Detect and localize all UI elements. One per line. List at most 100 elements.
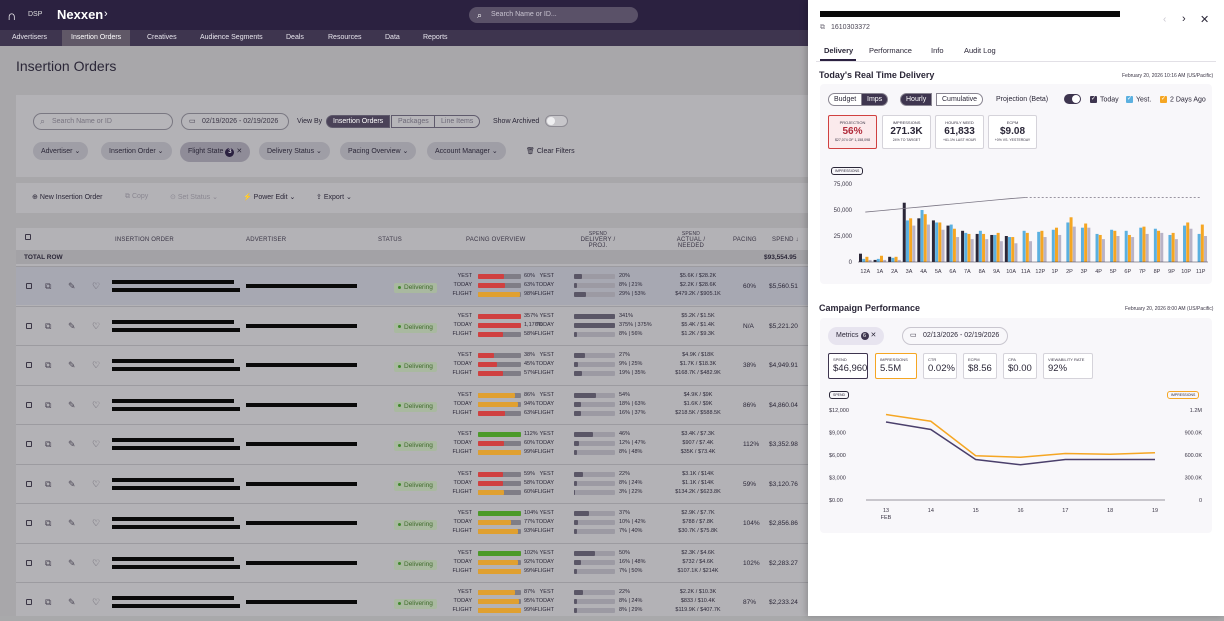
filter-delivery-status[interactable]: Delivery Status ⌄ [259, 142, 330, 160]
col-insertion-order[interactable]: INSERTION ORDER [115, 237, 174, 243]
col-spend-sort[interactable]: SPEND ↓ [772, 237, 799, 243]
io-search-input[interactable]: ⌕ Search Name or ID [33, 113, 173, 130]
nav-audience-segments[interactable]: Audience Segments [200, 34, 263, 41]
row-checkbox[interactable] [26, 559, 32, 566]
legend-2-days-ago[interactable]: ✓ 2 Days Ago [1160, 96, 1206, 104]
advertiser-redacted[interactable] [246, 363, 357, 367]
io-name-redacted[interactable] [112, 525, 240, 529]
io-name-redacted[interactable] [112, 446, 240, 450]
power-edit-button[interactable]: ⚡ Power Edit ⌄ [243, 194, 296, 201]
brand-name[interactable]: Nexxen [57, 7, 104, 22]
nav-insertion-orders[interactable]: Insertion Orders [62, 30, 131, 46]
copy-icon[interactable]: ⧉ [45, 478, 52, 489]
prev-icon[interactable]: ‹ [1163, 14, 1167, 25]
filter-flight-state[interactable]: Flight State 3 ✕ [180, 142, 251, 162]
io-name-redacted[interactable] [112, 485, 240, 490]
io-name-redacted[interactable] [112, 517, 234, 521]
row-checkbox[interactable] [26, 283, 32, 289]
io-name-redacted[interactable] [112, 288, 240, 292]
table-row[interactable]: ⧉ ✎ ♡ Delivering YEST 102% YEST 50% $2.3K / $4.6… [16, 542, 808, 582]
kpi-impressions[interactable]: IMPRESSIONS 271.3K 24% TO TARGET [882, 115, 931, 149]
col-advertiser[interactable]: ADVERTISER [246, 237, 287, 243]
copy-icon[interactable]: ⧉ [45, 439, 52, 449]
copy-button[interactable]: ⧉ Copy [125, 193, 149, 200]
pencil-icon[interactable]: ✎ [68, 439, 76, 449]
row-checkbox[interactable] [26, 480, 32, 487]
heart-icon[interactable]: ♡ [92, 399, 101, 410]
copy-icon[interactable]: ⧉ [45, 360, 52, 370]
row-checkbox[interactable] [26, 441, 32, 447]
kpi2-ctr[interactable]: CTR 0.02% [923, 353, 957, 379]
heart-icon[interactable]: ♡ [92, 439, 101, 449]
toggle-cumulative[interactable]: Cumulative [936, 93, 984, 106]
advertiser-redacted[interactable] [246, 481, 357, 486]
kpi2-ecpm[interactable]: ECPM $8.56 [963, 353, 997, 379]
table-row[interactable]: ⧉ ✎ ♡ Delivering YEST 86% YEST 54% $4.9K / $9K TO… [16, 384, 808, 424]
table-row[interactable]: ⧉ ✎ ♡ Delivering YEST 112% YEST 46% $3.4K / $7.3… [16, 424, 808, 463]
io-name-redacted[interactable] [112, 604, 240, 608]
heart-icon[interactable]: ♡ [92, 360, 101, 370]
next-icon[interactable]: › [1182, 13, 1186, 25]
copy-icon[interactable]: ⧉ [820, 24, 825, 31]
pencil-icon[interactable]: ✎ [68, 281, 76, 291]
advertiser-redacted[interactable] [246, 323, 357, 328]
date-range-picker[interactable]: ▭ 02/19/2026 - 02/19/2026 [181, 113, 289, 130]
nav-data[interactable]: Data [385, 34, 400, 41]
advertiser-redacted[interactable] [246, 521, 357, 525]
table-row[interactable]: ⧉ ✎ ♡ Delivering YEST 59% YEST 22% $3.1K / $14K T… [16, 463, 808, 503]
col-actual-needed[interactable]: ACTUAL / NEEDED [676, 237, 706, 249]
advertiser-redacted[interactable] [246, 442, 357, 446]
tab-info[interactable]: Info [931, 46, 944, 55]
io-name-redacted[interactable] [112, 319, 234, 324]
row-checkbox[interactable] [26, 520, 32, 526]
advertiser-redacted[interactable] [246, 284, 357, 288]
tab-delivery[interactable]: Delivery [824, 46, 854, 55]
copy-icon[interactable]: ⧉ [45, 557, 52, 568]
copy-icon[interactable]: ⧉ [45, 518, 52, 528]
io-name-redacted[interactable] [112, 556, 234, 561]
select-all-checkbox[interactable] [25, 234, 31, 240]
copy-icon[interactable]: ⧉ [45, 597, 52, 607]
nav-creatives[interactable]: Creatives [147, 34, 177, 41]
io-name-redacted[interactable] [112, 477, 234, 482]
close-icon[interactable]: ✕ [1200, 14, 1210, 26]
io-name-redacted[interactable] [112, 596, 234, 600]
advertiser-redacted[interactable] [246, 560, 357, 565]
copy-icon[interactable]: ⧉ [45, 281, 52, 291]
io-name-redacted[interactable] [112, 359, 234, 363]
projection-toggle[interactable] [1064, 94, 1081, 104]
heart-icon[interactable]: ♡ [92, 518, 101, 528]
legend-yest[interactable]: ✓ Yest. [1126, 96, 1152, 104]
heart-icon[interactable]: ♡ [92, 320, 101, 331]
toggle-budget[interactable]: Budget [828, 93, 863, 106]
io-name-redacted[interactable] [112, 280, 234, 284]
metrics-button[interactable]: Metrics 6 ✕ [828, 327, 885, 345]
cp-date-picker[interactable]: ▭ 02/13/2026 - 02/19/2026 [902, 327, 1009, 345]
kpi2-cpa[interactable]: CPA $0.00 [1003, 353, 1037, 379]
nav-reports[interactable]: Reports [423, 34, 448, 41]
view-by-line-items[interactable]: Line Items [434, 115, 481, 128]
pencil-icon[interactable]: ✎ [68, 399, 76, 410]
kpi-ecpm[interactable]: ECPM $9.08 +0% VS. YESTERDAY [988, 115, 1037, 149]
col-pacing[interactable]: PACING [733, 237, 757, 243]
io-name-redacted[interactable] [112, 327, 240, 332]
table-row[interactable]: ⧉ ✎ ♡ Delivering YEST 38% YEST 27% $4.9K / $18K T… [16, 345, 808, 384]
col-status[interactable]: STATUS [378, 237, 402, 243]
col-delivery-proj[interactable]: DELIVERY / PROJ. [580, 237, 616, 249]
row-checkbox[interactable] [26, 599, 32, 605]
legend-today[interactable]: ✓ Today [1090, 96, 1119, 104]
heart-icon[interactable]: ♡ [92, 597, 101, 607]
copy-icon[interactable]: ⧉ [45, 320, 52, 331]
pencil-icon[interactable]: ✎ [68, 320, 76, 331]
filter-account-manager[interactable]: Account Manager ⌄ [427, 142, 506, 160]
table-row[interactable]: ⧉ ✎ ♡ Delivering YEST 87% YEST 22% $2.2K / $10.3… [16, 582, 808, 621]
clear-filters-button[interactable]: 🗑 Clear Filters [526, 148, 575, 155]
nav-advertisers[interactable]: Advertisers [12, 34, 48, 41]
kpi2-impressions[interactable]: IMPRESSIONS 5.5M [875, 353, 917, 379]
nav-deals[interactable]: Deals [286, 34, 304, 41]
heart-icon[interactable]: ♡ [92, 281, 101, 291]
show-archived-toggle[interactable] [545, 115, 568, 127]
pencil-icon[interactable]: ✎ [68, 360, 76, 370]
copy-icon[interactable]: ⧉ [45, 399, 52, 410]
pencil-icon[interactable]: ✎ [68, 597, 76, 607]
